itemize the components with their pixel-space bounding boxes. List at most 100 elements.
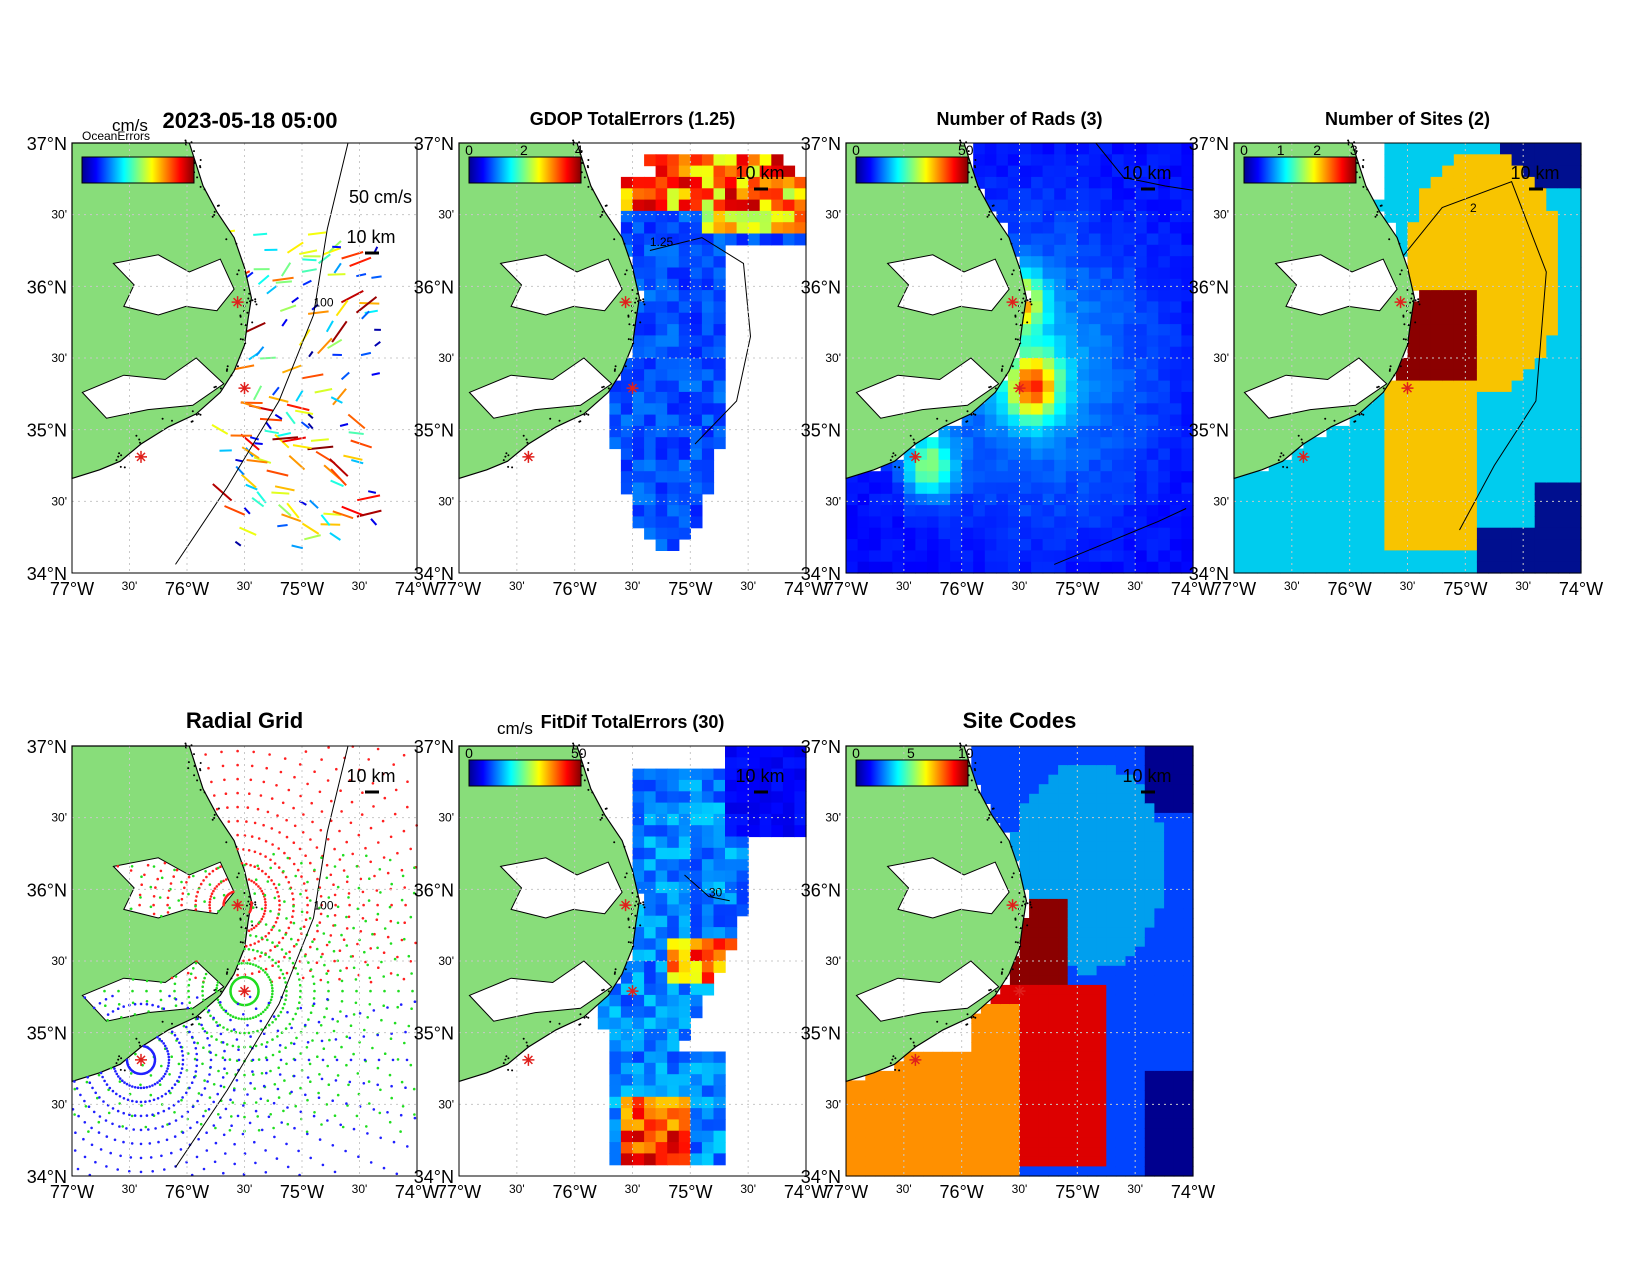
radial-grid-point [271,989,274,993]
site-code-cell [1029,1109,1040,1120]
radial-grid-point [249,1035,252,1038]
radial-grid-point [209,1065,212,1069]
current-vector [317,337,333,355]
rads-cell [1181,425,1194,438]
sites-cell [1361,550,1374,563]
site-code-cell [980,1156,992,1168]
sites-cell [1395,425,1409,438]
coast-dot [614,971,616,974]
coast-dot [1279,455,1282,458]
sites-cell [1523,165,1536,178]
coast-dot [602,988,605,991]
radial-grid-point [278,929,281,932]
sites-cell [1569,346,1582,359]
rads-cell [996,459,1009,472]
rads-cell [1169,539,1183,551]
axes-frame [1233,142,1582,574]
gdop-cell [678,391,691,404]
coast-dot [627,338,630,341]
radial-grid-point [389,972,393,975]
rads-cell [1112,425,1125,438]
site-code-cell [1000,1004,1011,1015]
sites-cell [1280,516,1293,529]
site-code-cell [971,1013,982,1024]
fitdif-cell [701,904,715,917]
radial-grid-point [276,944,279,948]
coast-dot [587,788,590,791]
lat-tick-label: 30' [1213,351,1229,365]
rads-cell [973,154,986,167]
rads-cell [1135,210,1148,223]
sites-cell [1453,414,1466,427]
radial-grid-point [312,1002,316,1005]
coast-dot [624,968,627,971]
site-code-cell [1019,1090,1030,1101]
radial-grid-point [296,868,300,872]
sites-cell [1430,324,1443,336]
radial-grid-point [204,870,207,873]
sites-cell [1557,233,1571,246]
site-code-cell [1029,860,1040,871]
sites-cell [1557,335,1571,348]
radial-grid-point [352,1013,356,1016]
current-vector [292,444,312,450]
current-vector [301,373,324,380]
sites-cell [1465,324,1478,336]
radial-grid-point [305,896,309,900]
radial-grid-point [250,920,254,923]
coast-dot [994,387,997,390]
sites-cell [1557,459,1571,472]
radial-grid-point [122,1140,125,1144]
fitdif-cell [678,836,691,849]
rads-cell [1181,471,1194,484]
radial-grid-point [371,1046,374,1050]
rads-cell [1065,244,1078,257]
rads-cell [1169,233,1183,246]
radial-grid-point [296,938,300,942]
sites-cell [1453,380,1466,393]
radial-grid-point [165,1138,169,1142]
sites-cell [1395,550,1409,563]
sites-cell [1395,448,1409,461]
rads-cell [996,505,1009,517]
sites-cell [1500,403,1513,416]
rads-cell [984,516,997,529]
radial-grid-point [224,792,228,795]
rads-cell [1100,358,1113,370]
radial-grid-point [326,779,330,782]
radial-grid-point [338,858,342,861]
fitdif-cell [690,927,703,939]
gdop-cell [632,380,645,393]
rads-cell [1158,199,1171,212]
coast-dot [583,779,586,782]
gdop-cell [644,312,657,325]
radial-grid-point [218,1023,222,1027]
gdop-cell [713,414,726,427]
gdop-cell [690,199,703,212]
sites-cell [1419,176,1432,189]
sites-cell [1257,482,1270,495]
site-code-cell [952,1156,963,1168]
rads-cell [1042,244,1055,257]
gdop-cell [655,539,668,551]
rads-cell [1158,527,1171,540]
site-code-cell [1009,1137,1021,1148]
gdop-cell [725,165,738,178]
radial-grid-point [221,764,225,768]
site-code-cell [990,1118,1001,1129]
radial-grid-point [195,895,198,898]
gdop-cell [644,222,657,235]
coast-dot [614,368,616,371]
rads-cell [1019,210,1032,223]
coast-dot [187,767,190,770]
sites-cell [1465,358,1478,370]
fitdif-cell [713,859,726,872]
radial-grid-point [271,964,274,967]
sites-cell [1453,346,1466,359]
rads-cell [996,176,1009,189]
sites-cell [1245,561,1258,574]
radial-grid-point [145,989,148,993]
radial-grid-point [333,959,336,963]
fitdif-cell [644,1153,657,1166]
fitdif-cell [655,813,668,826]
